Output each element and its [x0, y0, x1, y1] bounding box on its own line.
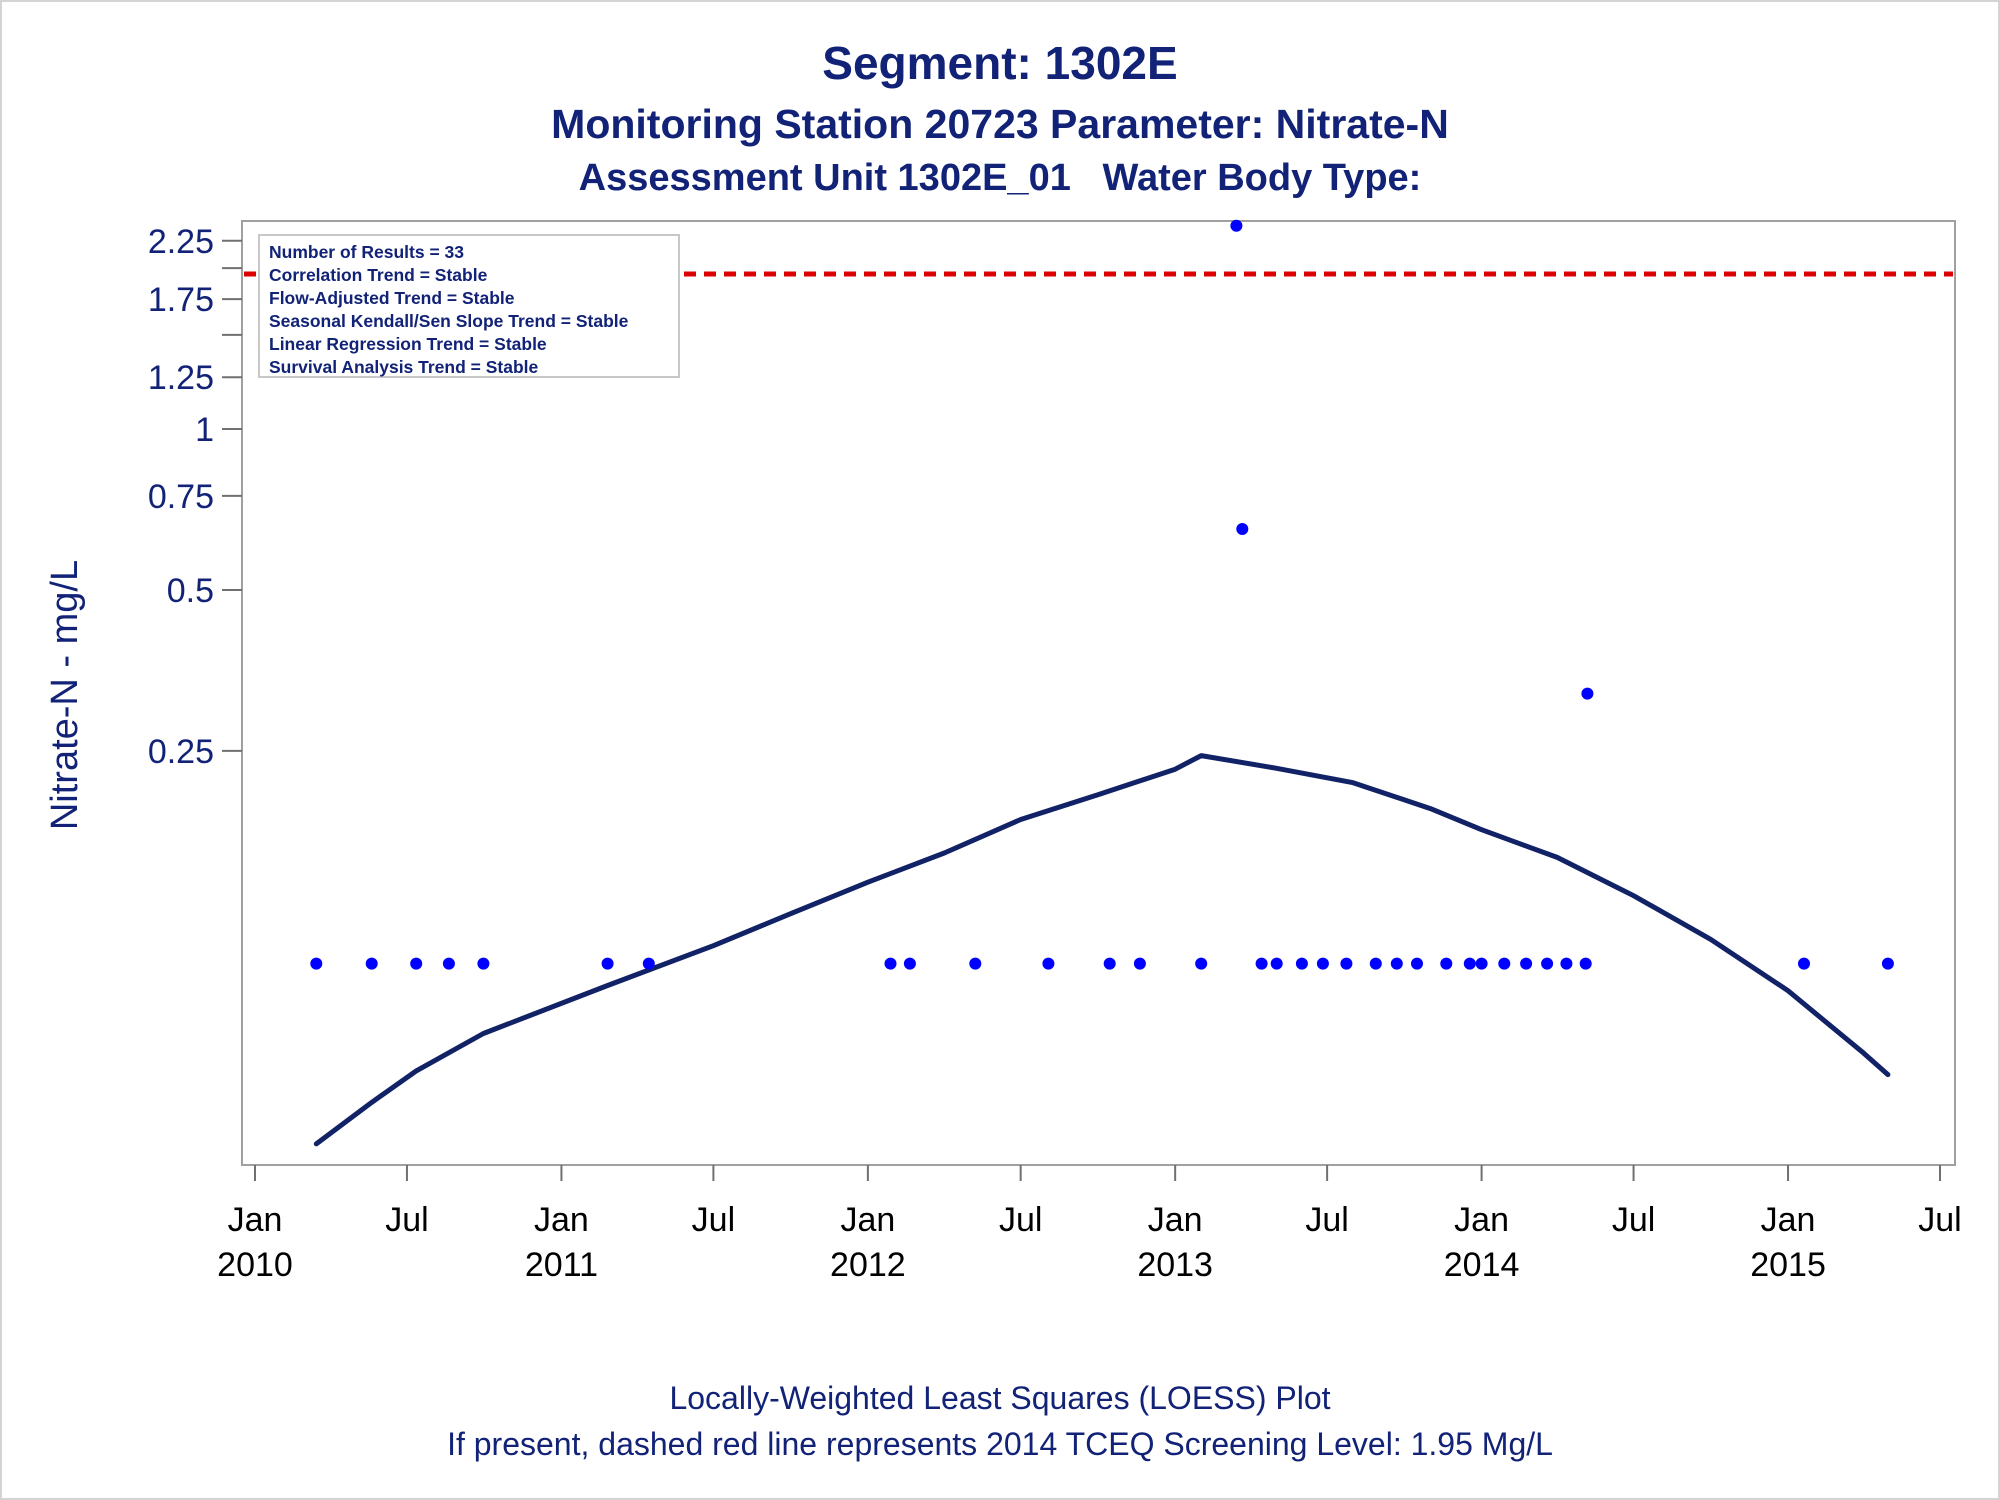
x-tick-label-year: 2013 — [1137, 1246, 1213, 1284]
data-point — [1369, 957, 1382, 970]
data-point — [601, 957, 614, 970]
stats-box-line: Correlation Trend = Stable — [269, 265, 488, 285]
stats-box-line: Flow-Adjusted Trend = Stable — [269, 288, 515, 308]
footnote-loess: Locally-Weighted Least Squares (LOESS) P… — [669, 1380, 1331, 1416]
x-tick-label-year: 2012 — [830, 1246, 906, 1284]
stats-box-line: Number of Results = 33 — [269, 242, 464, 262]
data-point — [1195, 957, 1208, 970]
data-point — [1270, 957, 1283, 970]
y-tick-label: 1.75 — [148, 281, 214, 319]
data-point — [1541, 957, 1554, 970]
x-tick-label-year: 2011 — [525, 1246, 598, 1284]
data-points-layer — [310, 219, 1894, 970]
data-point — [1340, 957, 1353, 970]
data-point — [1498, 957, 1511, 970]
data-point — [1411, 957, 1423, 970]
x-tick-label-month: Jan — [1454, 1201, 1509, 1239]
chart-subtitle-station: Monitoring Station 20723 Parameter: Nitr… — [551, 101, 1449, 147]
data-point — [1581, 687, 1594, 700]
footnote-screening-level: If present, dashed red line represents 2… — [447, 1426, 1553, 1462]
data-point — [1475, 957, 1488, 970]
data-point — [969, 957, 982, 970]
data-point — [310, 957, 323, 970]
chart-title: Segment: 1302E — [822, 37, 1178, 89]
data-point — [1579, 957, 1592, 970]
data-point — [365, 957, 378, 970]
data-point — [1316, 957, 1329, 970]
x-tick-label-year: 2014 — [1444, 1246, 1520, 1284]
stats-box-line: Seasonal Kendall/Sen Slope Trend = Stabl… — [269, 311, 629, 331]
x-tick-label-month: Jan — [1761, 1201, 1816, 1239]
loess-layer — [313, 753, 1891, 1147]
data-point — [642, 957, 655, 970]
x-tick-label-month: Jan — [534, 1201, 589, 1239]
x-tick-label-year: 2015 — [1750, 1246, 1826, 1284]
x-tick-label-month: Jan — [840, 1201, 895, 1239]
y-tick-label: 0.25 — [148, 733, 214, 771]
stats-box-line: Linear Regression Trend = Stable — [269, 334, 547, 354]
data-point — [1236, 523, 1249, 535]
x-tick-label-month: Jul — [1305, 1201, 1348, 1239]
data-point — [1133, 957, 1146, 970]
stats-box: Number of Results = 33 Correlation Trend … — [258, 234, 680, 378]
x-tick-label-month: Jul — [385, 1201, 428, 1239]
y-tick-label: 0.75 — [148, 478, 214, 516]
loess-curve — [313, 753, 1891, 1147]
y-axis: 0.25 0.5 0.75 1 1.25 1.75 2.25 — [148, 223, 242, 771]
data-point — [1103, 957, 1116, 970]
data-point — [1520, 957, 1533, 970]
chart-subtitle-assessment-unit: Assessment Unit 1302E_01 Water Body Type… — [578, 157, 1422, 199]
x-tick-label-month: Jan — [1148, 1201, 1203, 1239]
y-tick-label: 1.25 — [148, 359, 214, 397]
data-point — [903, 957, 916, 970]
data-point — [1390, 957, 1403, 970]
data-point — [1560, 957, 1573, 970]
data-point — [1881, 957, 1894, 970]
y-tick-label: 2.25 — [148, 223, 214, 261]
data-point — [1440, 957, 1453, 970]
stats-box-line: Survival Analysis Trend = Stable — [269, 357, 539, 377]
x-tick-label-year: 2010 — [217, 1246, 293, 1284]
x-axis: Jan 2010 Jul Jan 2011 Jul Jan 2012 Jul Jan 2013 Jul… — [217, 1165, 1962, 1284]
data-point — [884, 957, 897, 970]
x-tick-label-month: Jul — [999, 1201, 1042, 1239]
data-point — [477, 957, 490, 970]
x-tick-label-month: Jan — [228, 1201, 283, 1239]
data-point — [1042, 957, 1055, 970]
x-tick-label-month: Jul — [1612, 1201, 1655, 1239]
data-point — [1295, 957, 1308, 970]
data-point — [1463, 957, 1476, 970]
data-point — [442, 957, 455, 970]
data-point — [1230, 219, 1243, 232]
data-point — [1255, 957, 1268, 970]
plot-area — [241, 220, 1956, 1166]
x-tick-label-month: Jul — [1918, 1201, 1961, 1239]
data-point — [1798, 957, 1810, 970]
data-point — [410, 957, 423, 970]
stats-box-border — [258, 234, 680, 378]
x-tick-label-month: Jul — [692, 1201, 735, 1239]
y-tick-label: 0.5 — [167, 572, 214, 610]
y-axis-label: Nitrate-N - mg/L — [44, 560, 86, 830]
y-tick-label: 1 — [195, 411, 214, 449]
